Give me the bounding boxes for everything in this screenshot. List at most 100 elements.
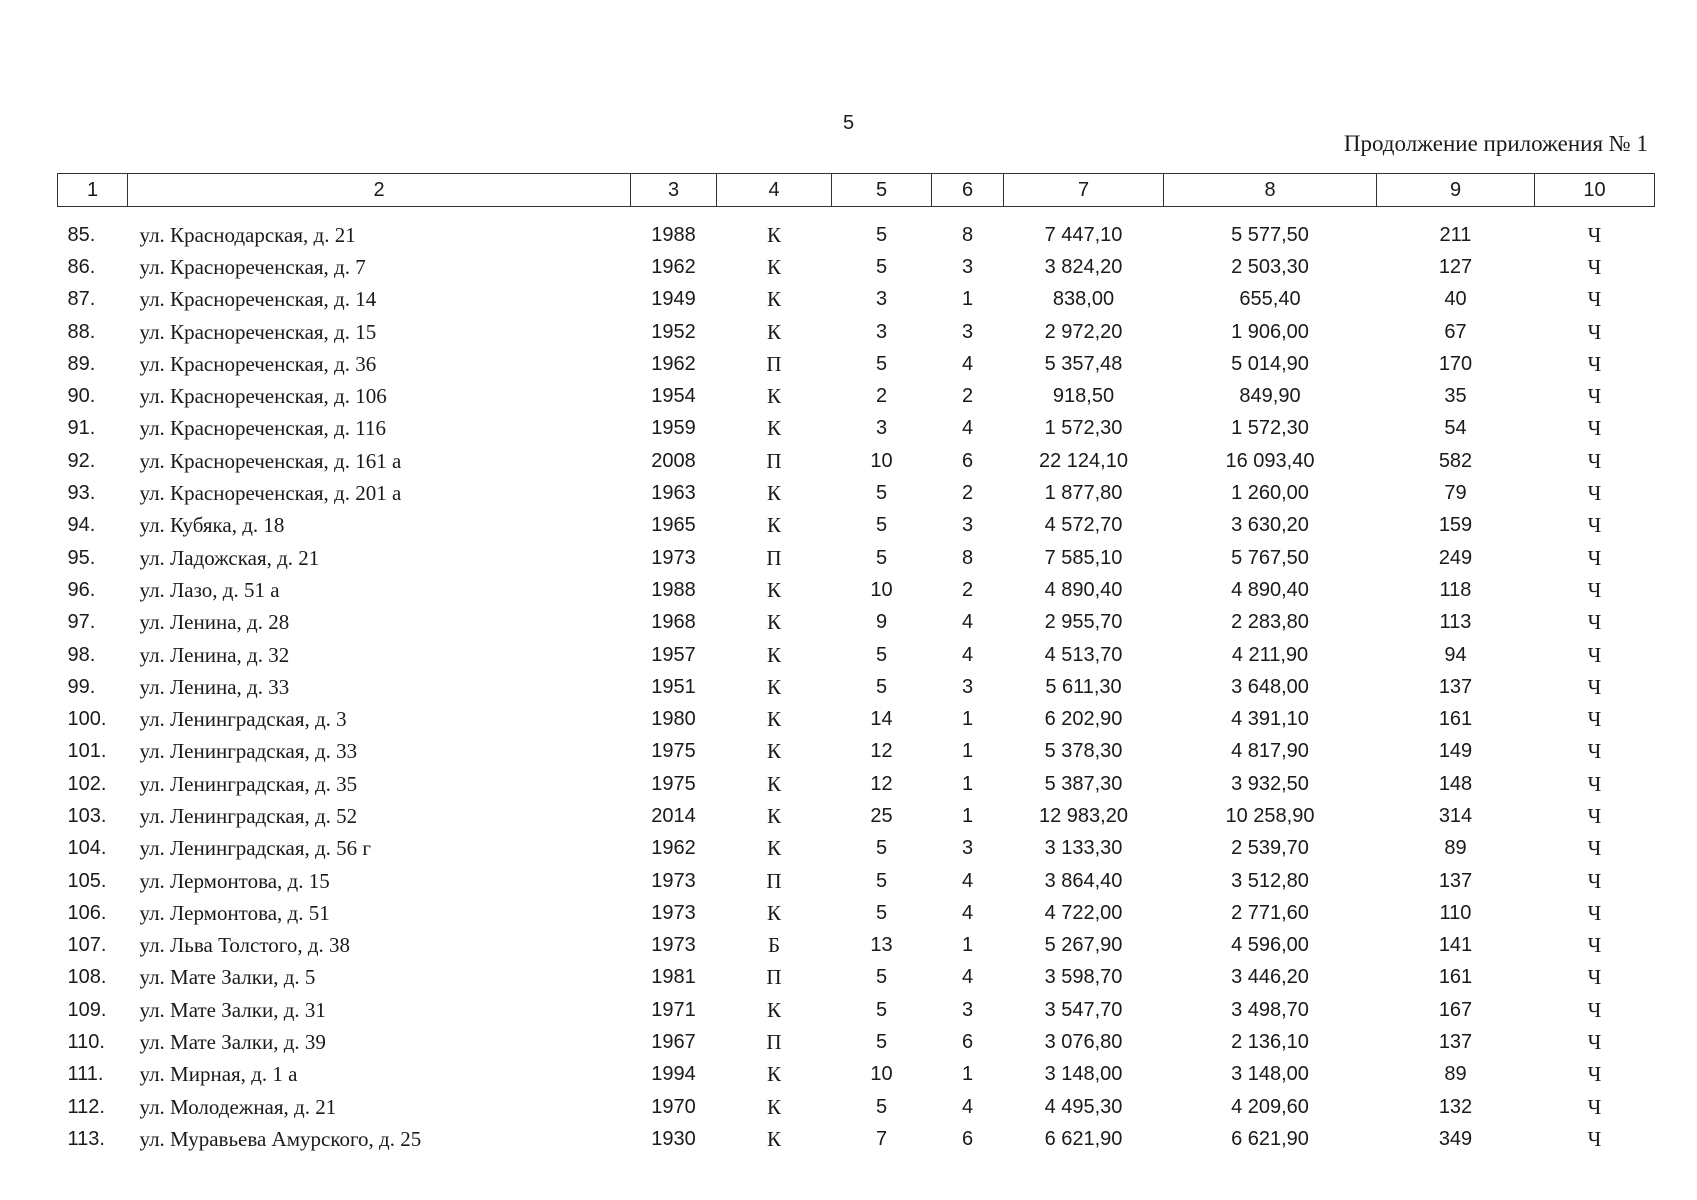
cell-ownership: Ч <box>1587 771 1602 796</box>
cell-ownership: Ч <box>1587 610 1602 635</box>
cell-living-area: 10 258,90 <box>1225 804 1315 827</box>
cell-living-area: 5 577,50 <box>1231 223 1309 246</box>
cell-wall-material: К <box>766 739 781 764</box>
table-row: 90. ул. Краснореченская, д. 106 1954 К 2 2 918… <box>58 380 1655 412</box>
cell-residents: 159 <box>1438 514 1473 537</box>
cell-address: ул. Кубяка, д. 18 <box>139 513 285 538</box>
cell-total-area: 5 267,90 <box>1044 934 1123 957</box>
cell-residents: 35 <box>1444 385 1467 408</box>
cell-living-area: 2 503,30 <box>1231 255 1309 278</box>
cell-row-number: 93. <box>67 482 96 505</box>
table-row: 109. ул. Мате Залки, д. 31 1971 К 5 3 3 547,70… <box>58 994 1655 1026</box>
cell-entrances: 1 <box>961 934 974 957</box>
cell-floors: 5 <box>875 255 888 278</box>
table-row: 104. ул. Ленинградская, д. 56 г 1962 К 5 3 3 1… <box>58 833 1655 865</box>
cell-residents: 170 <box>1438 352 1473 375</box>
cell-address: ул. Краснореченская, д. 161 а <box>139 448 402 473</box>
cell-year-built: 1930 <box>651 1127 696 1150</box>
cell-year-built: 1973 <box>651 934 696 957</box>
cell-living-area: 3 630,20 <box>1231 514 1309 537</box>
cell-living-area: 16 093,40 <box>1225 449 1315 472</box>
cell-address: ул. Ленина, д. 33 <box>139 674 290 699</box>
table-row: 91. ул. Краснореченская, д. 116 1959 К 3 4 1 5… <box>58 413 1655 445</box>
cell-address: ул. Ленинградская, д. 56 г <box>139 836 372 861</box>
cell-floors: 5 <box>875 643 888 666</box>
column-header-8: 8 <box>1163 173 1377 207</box>
cell-living-area: 6 621,90 <box>1231 1127 1309 1150</box>
cell-floors: 5 <box>875 869 888 892</box>
cell-address: ул. Краснореченская, д. 36 <box>139 351 377 376</box>
cell-living-area: 2 136,10 <box>1231 1031 1309 1054</box>
cell-entrances: 3 <box>961 675 974 698</box>
table-row: 85. ул. Краснодарская, д. 21 1988 К 5 8 7 447,… <box>58 207 1655 252</box>
cell-year-built: 1988 <box>651 223 696 246</box>
cell-year-built: 1975 <box>651 740 696 763</box>
cell-address: ул. Ленинградская, д. 52 <box>139 803 358 828</box>
cell-residents: 349 <box>1438 1127 1473 1150</box>
cell-living-area: 1 260,00 <box>1231 482 1309 505</box>
cell-entrances: 4 <box>961 643 974 666</box>
cell-row-number: 109. <box>67 998 107 1021</box>
cell-residents: 137 <box>1438 869 1473 892</box>
cell-entrances: 4 <box>961 417 974 440</box>
cell-year-built: 1951 <box>651 675 696 698</box>
cell-total-area: 4 495,30 <box>1044 1095 1123 1118</box>
cell-year-built: 1965 <box>651 514 696 537</box>
cell-total-area: 5 387,30 <box>1044 772 1123 795</box>
cell-entrances: 1 <box>961 772 974 795</box>
cell-row-number: 106. <box>67 901 107 924</box>
table-row: 101. ул. Ленинградская, д. 33 1975 К 12 1 5 37… <box>58 736 1655 768</box>
cell-floors: 5 <box>875 514 888 537</box>
cell-row-number: 88. <box>67 320 96 343</box>
cell-residents: 79 <box>1444 482 1467 505</box>
cell-total-area: 3 148,00 <box>1044 1063 1123 1086</box>
cell-entrances: 1 <box>961 708 974 731</box>
column-header-2: 2 <box>127 173 631 207</box>
cell-entrances: 4 <box>961 901 974 924</box>
cell-address: ул. Мате Залки, д. 5 <box>139 965 316 990</box>
cell-wall-material: К <box>766 836 781 861</box>
cell-ownership: Ч <box>1587 545 1602 570</box>
cell-address: ул. Льва Толстого, д. 38 <box>139 933 351 958</box>
cell-wall-material: К <box>766 481 781 506</box>
cell-row-number: 91. <box>67 417 96 440</box>
cell-wall-material: Б <box>767 933 781 958</box>
cell-address: ул. Ленина, д. 28 <box>139 610 290 635</box>
table-row: 87. ул. Краснореченская, д. 14 1949 К 3 1 838,… <box>58 284 1655 316</box>
cell-ownership: Ч <box>1587 642 1602 667</box>
cell-row-number: 99. <box>67 675 96 698</box>
cell-year-built: 1963 <box>651 482 696 505</box>
cell-entrances: 4 <box>961 611 974 634</box>
cell-ownership: Ч <box>1587 997 1602 1022</box>
cell-entrances: 3 <box>961 998 974 1021</box>
cell-address: ул. Муравьева Амурского, д. 25 <box>139 1126 422 1151</box>
cell-total-area: 7 585,10 <box>1044 546 1123 569</box>
cell-residents: 89 <box>1444 1063 1467 1086</box>
cell-living-area: 3 512,80 <box>1231 869 1309 892</box>
cell-wall-material: К <box>766 287 781 312</box>
cell-wall-material: П <box>766 545 782 570</box>
cell-address: ул. Ленина, д. 32 <box>139 642 290 667</box>
cell-row-number: 94. <box>67 514 96 537</box>
cell-address: ул. Лазо, д. 51 а <box>139 577 280 602</box>
cell-entrances: 2 <box>961 482 974 505</box>
cell-year-built: 1962 <box>651 352 696 375</box>
cell-ownership: Ч <box>1587 933 1602 958</box>
cell-living-area: 3 148,00 <box>1231 1063 1309 1086</box>
cell-residents: 148 <box>1438 772 1473 795</box>
cell-entrances: 1 <box>961 804 974 827</box>
cell-floors: 14 <box>870 708 893 731</box>
cell-row-number: 89. <box>67 352 96 375</box>
cell-year-built: 2014 <box>651 804 696 827</box>
column-header-5: 5 <box>831 173 932 207</box>
cell-row-number: 108. <box>67 966 107 989</box>
cell-row-number: 110. <box>67 1031 105 1054</box>
cell-year-built: 1973 <box>651 869 696 892</box>
cell-floors: 25 <box>870 804 893 827</box>
cell-wall-material: К <box>766 1094 781 1119</box>
cell-residents: 89 <box>1444 837 1467 860</box>
cell-row-number: 97. <box>67 611 96 634</box>
cell-floors: 5 <box>875 1095 888 1118</box>
cell-ownership: Ч <box>1587 1062 1602 1087</box>
cell-row-number: 111. <box>67 1063 104 1086</box>
